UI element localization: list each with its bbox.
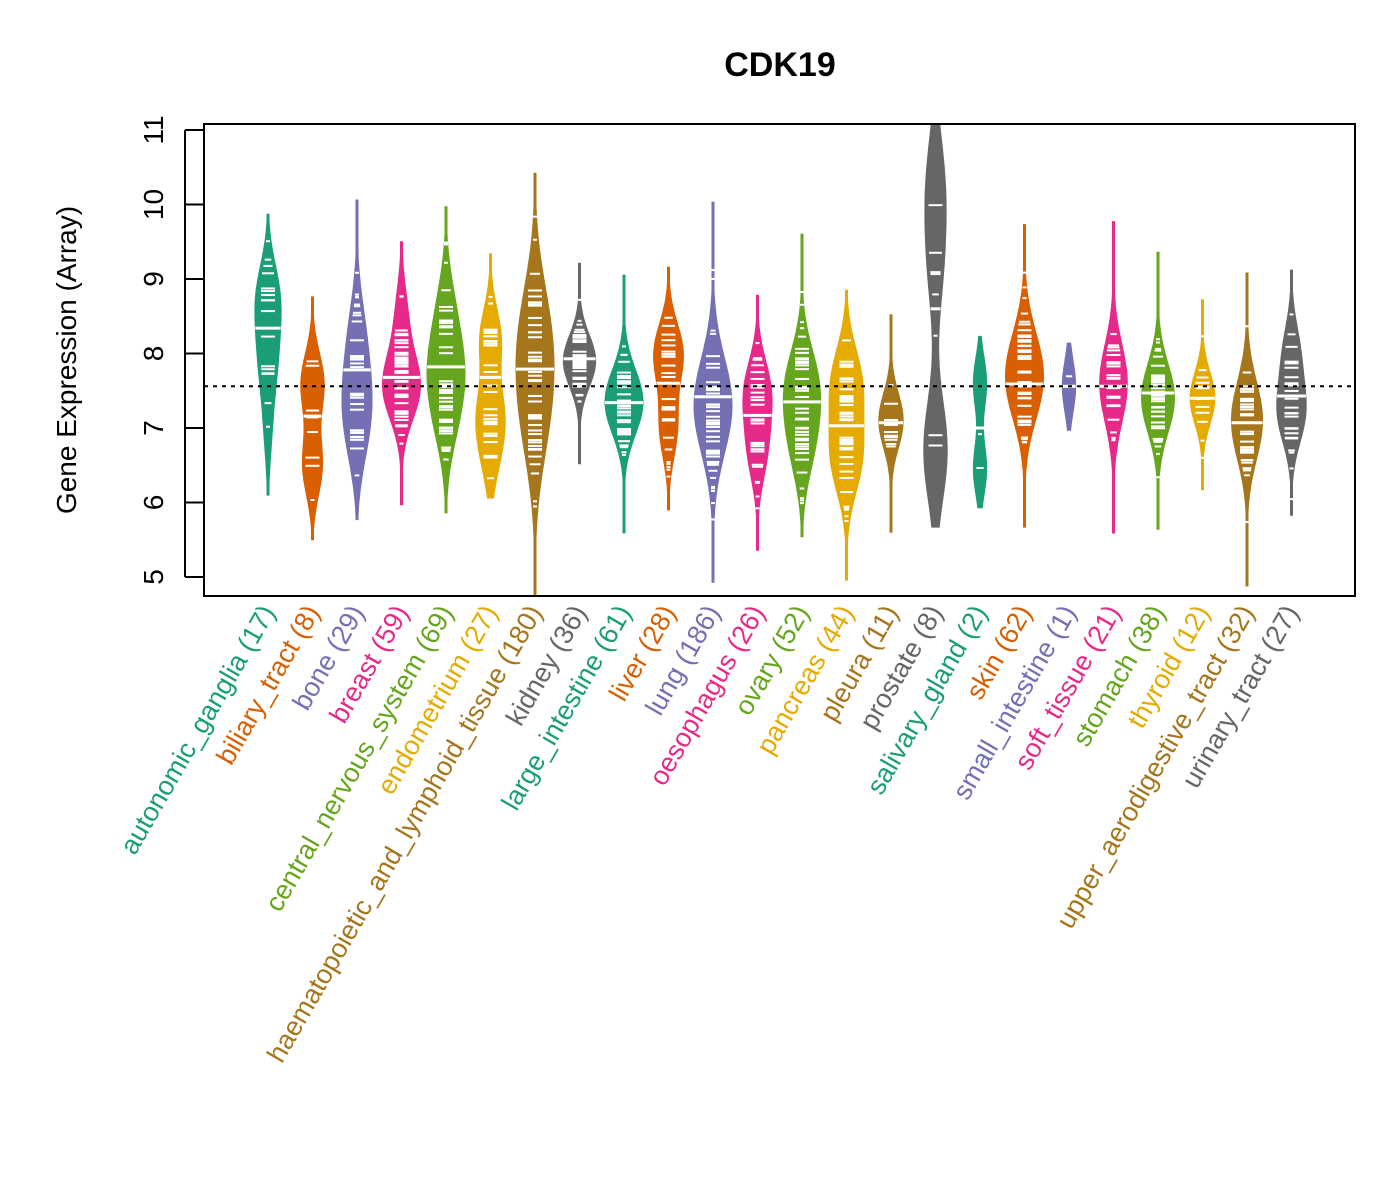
violin-haematopoietic_and_lymphoid_tissue [515,172,555,597]
y-tick-label: 9 [138,271,169,287]
y-tick-label: 10 [138,189,169,220]
violin-prostate [923,123,948,528]
violin-salivary_gland [972,335,988,509]
y-tick-label: 5 [138,569,169,585]
violin-soft_tissue [1099,221,1128,534]
violin-pancreas [828,289,865,581]
y-tick-label: 8 [138,346,169,362]
y-axis-label: Gene Expression (Array) [51,206,82,514]
violin-skin [1004,224,1045,528]
violin-lung [693,201,733,583]
y-tick-label: 11 [138,115,169,144]
chart-title: CDK19 [724,46,835,84]
y-tick-label: 7 [138,420,169,436]
y-tick-label: 6 [138,495,169,511]
violin-liver [653,266,684,511]
violin-biliary_tract [300,296,325,541]
violin-upper_aerodigestive_tract [1231,272,1263,587]
violin-large_intestine [604,274,644,534]
violin-stomach [1140,251,1176,530]
violin-urinary_tract [1276,269,1307,516]
violin-central_nervous_system [426,206,466,514]
violin-breast [382,241,421,506]
violin-oesophagus [742,294,773,551]
violin-pleura [878,314,904,533]
violin-endometrium [475,253,506,499]
violin-thyroid [1189,299,1216,491]
y-axis: 5 6 7 8 9 10 11 [138,115,204,585]
violin-autonomic_ganglia [254,213,282,496]
violin-kidney [562,262,597,465]
x-axis-labels: autonomic_ganglia (17)biliary_tract (8)b… [114,600,1305,1067]
plot-frame [203,123,1356,597]
violins [254,123,1307,597]
violin-bone [341,199,373,521]
